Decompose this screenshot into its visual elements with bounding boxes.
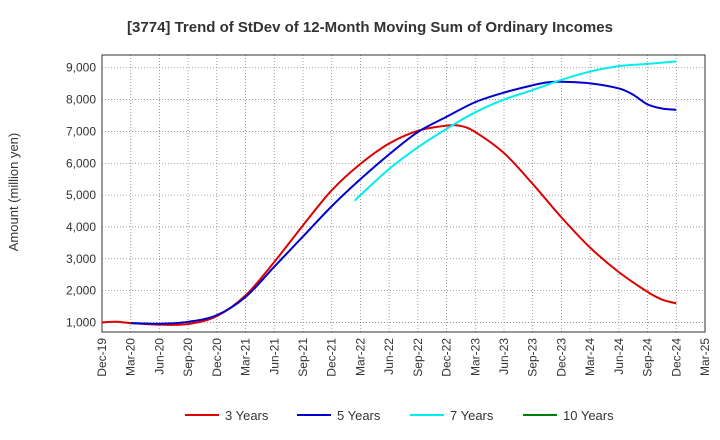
x-tick-label: Sep-21 [296,338,310,377]
series-line-5-years [130,80,677,325]
y-axis: 1,000 2,000 3,000 4,000 5,000 6,000 7,000 8,000… [66,61,96,330]
series-line-3-years [101,124,677,326]
x-tick-label: Mar-23 [468,338,482,376]
series-line-7-years [353,60,677,202]
x-tick-label: Jun-20 [152,338,166,375]
x-tick-label: Mar-22 [353,338,367,376]
legend-label: 5 Years [337,408,381,423]
plot-area [101,54,706,333]
legend-label: 10 Years [563,408,614,423]
y-tick-label: 5,000 [66,188,96,202]
x-tick-label: Jun-21 [267,338,281,375]
x-tick-label: Jun-22 [382,338,396,375]
x-tick-label: Dec-24 [669,338,683,377]
y-tick-label: 1,000 [66,315,96,329]
y-axis-label: Amount (million yen) [6,133,21,252]
y-tick-label: 6,000 [66,156,96,170]
x-tick-label: Sep-23 [526,338,540,377]
x-tick-label: Mar-24 [583,338,597,376]
series-lines [101,60,677,326]
x-tick-label: Mar-25 [698,338,712,376]
y-tick-label: 9,000 [66,61,96,75]
x-tick-label: Dec-21 [325,338,339,377]
x-tick-label: Jun-24 [612,338,626,375]
x-tick-label: Mar-21 [239,338,253,376]
x-tick-label: Dec-23 [554,338,568,377]
legend-label: 7 Years [450,408,494,423]
x-axis: Dec-19 Mar-20 Jun-20 Sep-20 Dec-20 Mar-21 Jun-… [95,338,712,377]
y-tick-label: 4,000 [66,220,96,234]
legend-label: 3 Years [225,408,269,423]
y-tick-label: 2,000 [66,284,96,298]
x-tick-label: Mar-20 [124,338,138,376]
x-tick-label: Sep-24 [641,338,655,377]
legend: 3 Years 5 Years 7 Years 10 Years [185,408,614,423]
y-tick-label: 7,000 [66,124,96,138]
x-tick-label: Sep-22 [411,338,425,377]
gridlines [102,55,705,332]
x-tick-label: Sep-20 [181,338,195,377]
x-tick-label: Jun-23 [497,338,511,375]
x-tick-label: Dec-22 [440,338,454,377]
y-tick-label: 3,000 [66,252,96,266]
x-tick-label: Dec-20 [210,338,224,377]
chart-title: [3774] Trend of StDev of 12-Month Moving… [127,19,613,36]
x-tick-label: Dec-19 [95,338,109,377]
y-tick-label: 8,000 [66,93,96,107]
